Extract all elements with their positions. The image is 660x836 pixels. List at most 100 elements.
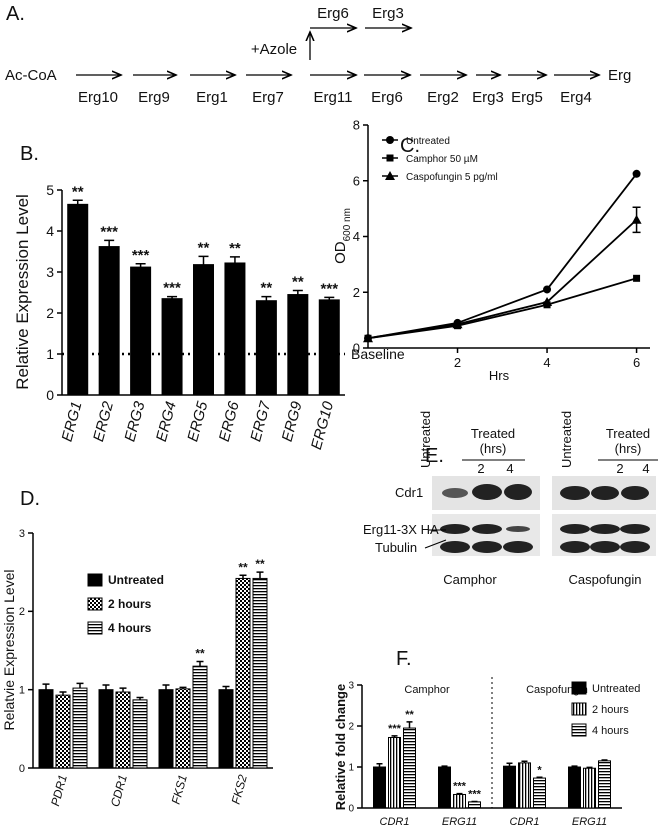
error-bar	[198, 255, 209, 265]
x-tick-label: ERG3	[121, 399, 148, 443]
branch-enzyme: Erg6	[317, 5, 349, 22]
blot-group: Camphor	[443, 572, 497, 587]
legend-swatch	[571, 681, 587, 695]
x-tick-label: ERG11	[572, 816, 607, 828]
marker	[452, 319, 463, 329]
legend-label: Untreated	[108, 573, 164, 587]
lane-label: (hrs)	[480, 441, 507, 456]
enzyme: Erg3	[472, 89, 504, 106]
significance: **	[229, 240, 241, 257]
legend-label: Caspofungin 5 pg/ml	[406, 172, 498, 183]
error-bar	[632, 206, 641, 234]
bar	[598, 760, 611, 809]
y-tick-label: 8	[353, 118, 360, 133]
bar	[438, 766, 451, 809]
bar	[132, 699, 148, 769]
bar	[158, 689, 174, 769]
series-line	[367, 219, 638, 340]
error-bar	[456, 792, 463, 795]
y-tick-label: 6	[353, 173, 360, 188]
panel-label: B.	[20, 143, 39, 165]
x-tick-label: 6	[633, 355, 640, 370]
y-axis-label: Relative Expression Level	[13, 194, 32, 390]
significance: **	[195, 646, 205, 660]
bar	[373, 766, 386, 809]
bar	[252, 577, 268, 769]
y-tick-label: 3	[46, 264, 54, 280]
bar	[67, 203, 89, 396]
x-tick-label: ERG9	[279, 399, 306, 443]
pathway-start: Ac-CoA	[5, 67, 57, 84]
enzyme: Erg2	[427, 89, 459, 106]
legend-marker	[385, 171, 395, 180]
marker	[543, 285, 552, 294]
significance: **	[292, 273, 304, 290]
y-axis-label-main: Relatvie Expression Level	[1, 569, 17, 730]
bar	[235, 577, 251, 769]
error-bar	[261, 295, 272, 301]
error-bar	[292, 289, 303, 295]
y-tick-label: 0	[353, 341, 360, 356]
lane-label: 2	[616, 461, 623, 476]
panel-label: E.	[425, 445, 444, 467]
y-axis-label: Relative fold change	[333, 684, 348, 810]
error-bar	[324, 296, 335, 300]
lane-label: 4	[642, 461, 649, 476]
enzyme: Erg10	[78, 89, 118, 106]
marker	[633, 274, 641, 282]
marker	[632, 169, 641, 178]
row-label: Erg11-3X HA	[363, 522, 439, 537]
significance: ***	[132, 247, 150, 264]
bar	[403, 727, 416, 809]
error-bar	[222, 685, 230, 690]
error-bar	[229, 256, 240, 263]
y-tick-label: 1	[348, 763, 354, 774]
legend-marker	[386, 136, 394, 144]
y-tick-label: 2	[348, 722, 354, 733]
panel-label: D.	[20, 488, 40, 510]
enzyme: Erg11	[314, 89, 353, 106]
row-pointer	[424, 539, 447, 549]
error-bar	[102, 684, 110, 690]
azole: +Azole	[251, 41, 297, 58]
y-tick-label: 0	[46, 387, 54, 403]
lane-label: 4	[506, 461, 513, 476]
bar	[533, 777, 546, 809]
error-bar	[135, 263, 146, 268]
bar	[224, 262, 246, 396]
significance: ***	[321, 280, 339, 297]
x-tick-label: CDR1	[510, 816, 540, 828]
panel-label: C.	[400, 135, 420, 157]
group-label: Camphor	[404, 684, 450, 696]
x-tick-label: 4	[543, 355, 550, 370]
error-bar	[256, 571, 264, 579]
bar	[115, 691, 131, 769]
marker	[363, 333, 373, 343]
bar	[161, 298, 183, 396]
x-tick-label: ERG6	[216, 399, 243, 443]
y-tick-label: 2	[46, 305, 54, 321]
x-tick-label: PDR1	[48, 773, 70, 808]
significance: ***	[468, 788, 482, 800]
error-bar	[136, 696, 144, 700]
bar	[38, 689, 54, 769]
significance: **	[255, 557, 265, 571]
error-bar	[536, 776, 543, 779]
bar	[453, 793, 466, 809]
pathway-end: Erg	[608, 67, 631, 84]
y-tick-label: 0	[19, 763, 25, 775]
y-tick-label: 4	[353, 229, 360, 244]
bar	[468, 801, 481, 809]
significance: *	[537, 764, 542, 776]
y-axis-label-main: Relative fold change	[333, 684, 348, 810]
error-bar	[167, 295, 178, 299]
y-axis-label-main: OD	[332, 241, 349, 264]
y-tick-label: 3	[19, 528, 25, 540]
row-label: Tubulin	[375, 540, 417, 555]
legend-swatch	[571, 723, 587, 737]
legend-label: Untreated	[592, 683, 640, 695]
bar	[98, 246, 120, 396]
legend-label: 2 hours	[592, 704, 629, 716]
lane-label: 2	[477, 461, 484, 476]
